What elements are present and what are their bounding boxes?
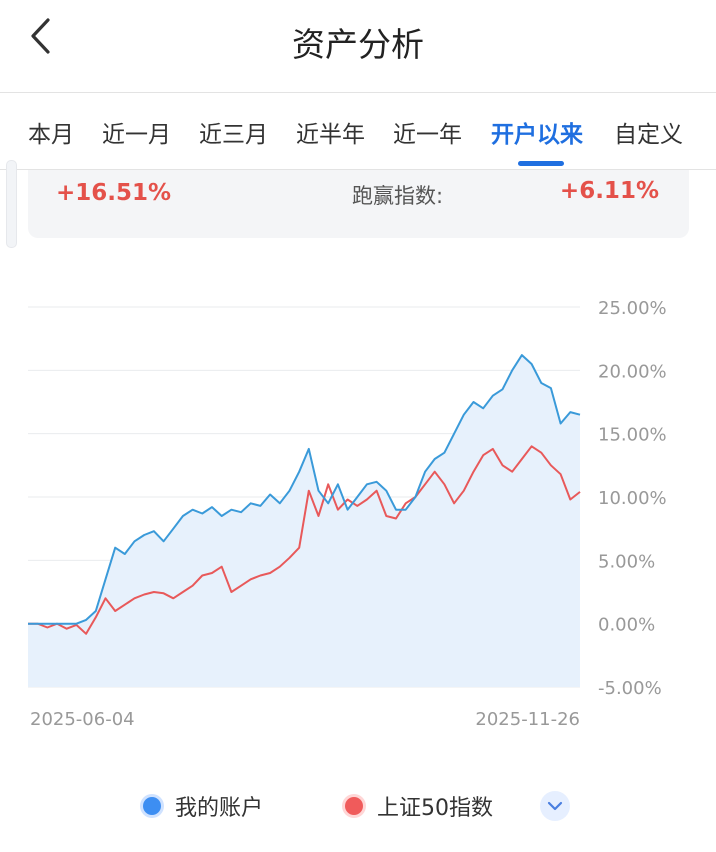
index-series-line (28, 445, 581, 635)
y-tick-label: 10.00% (598, 488, 667, 509)
legend-index[interactable]: 上证50指数 (345, 786, 493, 826)
tab-last-half-year[interactable]: 近半年 (296, 122, 365, 148)
x-tick-label-start: 2025-06-04 (30, 709, 135, 730)
tab-last-month[interactable]: 近一月 (102, 122, 171, 148)
tab-last-three-months[interactable]: 近三月 (199, 122, 268, 148)
y-tick-label: 0.00% (598, 615, 655, 636)
beat-index-value: +6.11% (559, 178, 659, 204)
tab-custom[interactable]: 自定义 (614, 122, 683, 148)
chart-legend: 我的账户 上证50指数 (0, 786, 716, 826)
tab-last-year[interactable]: 近一年 (393, 122, 462, 148)
beat-index-label: 跑赢指数: (352, 184, 444, 208)
return-chart-svg: 25.00% 20.00% 15.00% 10.00% 5.00% 0.00% -5.00%… (28, 298, 667, 730)
tab-since-opening[interactable]: 开户以来 (491, 122, 583, 148)
legend-account-label: 我的账户 (175, 796, 264, 821)
summary-card: +16.51% 跑赢指数: +6.11% (28, 170, 689, 238)
scroll-indicator (6, 160, 17, 248)
y-tick-label: 15.00% (598, 425, 667, 446)
return-chart[interactable]: 25.00% 20.00% 15.00% 10.00% 5.00% 0.00% -5.00%… (0, 270, 716, 740)
account-dot-icon (143, 797, 161, 815)
page-title: 资产分析 (292, 25, 424, 64)
active-tab-indicator (518, 161, 564, 166)
y-tick-label: 25.00% (598, 298, 667, 319)
header-bar: 资产分析 (0, 0, 716, 93)
total-return-value: +16.51% (56, 180, 172, 206)
back-arrow-icon[interactable] (28, 16, 58, 56)
account-series-line (28, 354, 581, 625)
tab-this-month[interactable]: 本月 (28, 122, 74, 148)
y-tick-label: -5.00% (598, 678, 662, 699)
index-dot-icon (345, 797, 363, 815)
y-tick-label: 20.00% (598, 361, 667, 382)
chevron-down-icon[interactable] (540, 791, 570, 821)
x-tick-label-end: 2025-11-26 (475, 709, 580, 730)
period-tabs: 本月 近一月 近三月 近半年 近一年 开户以来 自定义 (0, 93, 716, 170)
y-tick-label: 5.00% (598, 551, 655, 572)
legend-index-label: 上证50指数 (377, 796, 493, 821)
legend-account[interactable]: 我的账户 (143, 786, 263, 826)
